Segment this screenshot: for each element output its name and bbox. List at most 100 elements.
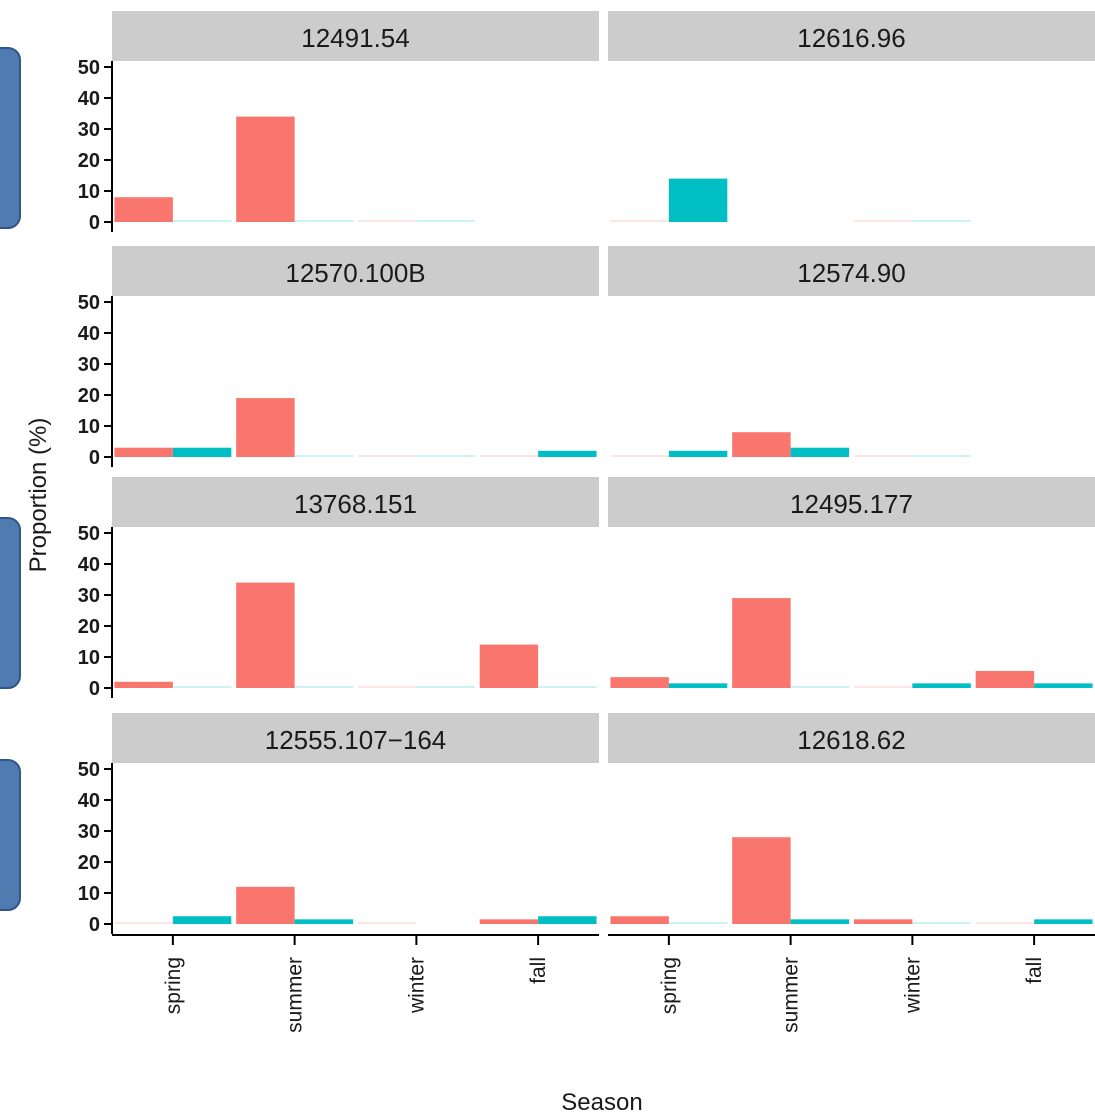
y-tick-label: 10 [78, 883, 100, 905]
bar-series2 [1034, 919, 1093, 924]
bar-series2 [538, 450, 597, 457]
bar-series2-zero [294, 220, 354, 222]
bar-series2-zero [668, 922, 728, 924]
x-tick-label: summer [284, 957, 307, 1033]
y-tick-label: 0 [89, 914, 100, 936]
y-tick-label: 0 [89, 212, 100, 234]
bar-series2-zero [538, 686, 597, 688]
y-tick-label: 20 [78, 616, 100, 638]
bar-series2 [294, 919, 354, 924]
y-tick-label: 20 [78, 852, 100, 874]
panel-title: 12491.54 [301, 23, 409, 53]
y-tick-label: 0 [89, 678, 100, 700]
bar-series1-zero [114, 922, 173, 924]
bar-series1-zero [975, 922, 1035, 924]
x-tick-label: fall [527, 957, 550, 984]
y-tick-label: 0 [89, 447, 100, 469]
callout-box [0, 517, 21, 689]
x-tick-label: winter [901, 957, 924, 1014]
bar-series1 [114, 447, 173, 457]
bar-series2-zero [416, 455, 475, 457]
bar-series1 [236, 116, 295, 222]
bar-series2-zero [912, 455, 971, 457]
y-tick-label: 30 [78, 119, 100, 141]
bar-series1 [853, 919, 913, 924]
bar-series2-zero [912, 922, 971, 924]
panel-strip [112, 477, 599, 527]
x-axis-title: Season [561, 1089, 642, 1116]
bar-series1 [732, 598, 791, 688]
bar-series1 [610, 916, 669, 924]
y-tick-label: 10 [78, 416, 100, 438]
bar-series1-zero [357, 686, 417, 688]
x-tick-label: fall [1023, 957, 1046, 984]
bar-series1 [975, 670, 1035, 688]
bar-series2 [172, 916, 232, 924]
panel-strip [608, 477, 1095, 527]
bar-series2-zero [172, 220, 232, 222]
bar-series1-zero [610, 220, 669, 222]
bar-series2-zero [172, 686, 232, 688]
bar-series1 [114, 197, 173, 222]
bar-series1 [236, 886, 295, 924]
bar-series1 [732, 837, 791, 924]
y-tick-label: 30 [78, 821, 100, 843]
y-tick-label: 20 [78, 150, 100, 172]
bar-series2 [790, 447, 850, 457]
panel-strip [112, 246, 599, 296]
y-tick-label: 40 [78, 323, 100, 345]
x-tick-label: summer [780, 957, 803, 1033]
bar-series1 [236, 398, 295, 457]
y-tick-label: 40 [78, 554, 100, 576]
panel-strip [608, 11, 1095, 61]
bar-series2 [912, 683, 971, 688]
bar-series2-zero [294, 686, 354, 688]
bar-series1-zero [853, 220, 913, 222]
bar-series1-zero [357, 922, 417, 924]
y-tick-label: 20 [78, 385, 100, 407]
y-tick-label: 30 [78, 354, 100, 376]
panel-title: 13768.151 [294, 489, 417, 519]
y-tick-label: 10 [78, 181, 100, 203]
bar-series2 [790, 919, 850, 924]
bar-series1 [236, 582, 295, 688]
y-tick-label: 50 [78, 57, 100, 79]
bar-series1 [479, 644, 539, 688]
y-tick-label: 40 [78, 790, 100, 812]
panel-title: 12574.90 [797, 258, 905, 288]
bar-series1 [732, 432, 791, 457]
bar-series1-zero [853, 455, 913, 457]
y-tick-label: 10 [78, 647, 100, 669]
bar-series1-zero [853, 686, 913, 688]
bar-series1-zero [357, 455, 417, 457]
bar-series1-zero [479, 455, 539, 457]
panel-title: 12616.96 [797, 23, 905, 53]
bar-series2-zero [294, 455, 354, 457]
panel-strip [608, 246, 1095, 296]
callout-box [0, 759, 21, 911]
bar-series2 [172, 447, 232, 457]
bar-series2-zero [416, 220, 475, 222]
bar-series2 [668, 450, 728, 457]
bar-series2 [1034, 683, 1093, 688]
bar-series2 [538, 916, 597, 924]
y-tick-label: 50 [78, 523, 100, 545]
y-tick-label: 30 [78, 585, 100, 607]
y-tick-label: 50 [78, 759, 100, 781]
bar-series1-zero [610, 455, 669, 457]
panel-title: 12495.177 [790, 489, 913, 519]
panel-strip [112, 11, 599, 61]
y-tick-label: 40 [78, 88, 100, 110]
bar-series2-zero [912, 220, 971, 222]
callout-box [0, 47, 21, 229]
panel-title: 12618.62 [797, 725, 905, 755]
bar-series1 [479, 919, 539, 924]
bar-series1 [114, 681, 173, 688]
bar-series2 [668, 683, 728, 688]
bar-series1-zero [357, 220, 417, 222]
panel-strip [608, 713, 1095, 763]
bar-series2-zero [416, 686, 475, 688]
panel-title: 12570.100B [285, 258, 425, 288]
x-tick-label: spring [162, 957, 185, 1014]
x-tick-label: winter [405, 957, 428, 1014]
